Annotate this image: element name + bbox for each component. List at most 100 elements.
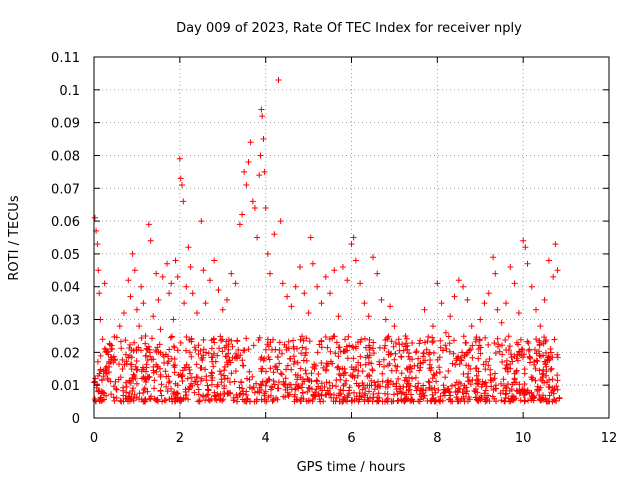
data-point: [155, 296, 162, 303]
data-point: [378, 296, 385, 303]
data-point: [517, 397, 524, 404]
data-point: [326, 336, 333, 343]
data-point: [280, 393, 287, 400]
data-point: [554, 372, 561, 379]
data-point: [132, 363, 139, 370]
data-point: [232, 355, 239, 362]
data-point: [422, 387, 429, 393]
data-point: [370, 254, 376, 261]
data-point: [117, 338, 124, 345]
data-point: [314, 283, 321, 290]
x-tick-label: 2: [176, 431, 184, 446]
data-point: [145, 343, 152, 350]
data-point: [504, 366, 510, 372]
data-point: [326, 379, 333, 386]
data-point: [413, 387, 420, 394]
data-point: [322, 273, 329, 280]
data-point: [398, 390, 405, 397]
data-point: [151, 385, 158, 392]
data-point: [262, 382, 269, 389]
data-point: [440, 382, 447, 389]
data-point: [209, 354, 216, 361]
data-point: [290, 361, 297, 367]
data-point: [526, 346, 533, 353]
data-point: [405, 387, 412, 394]
data-point: [221, 391, 228, 397]
data-point: [302, 367, 309, 374]
data-point: [211, 257, 218, 264]
data-point: [517, 336, 524, 343]
data-point: [182, 388, 189, 395]
data-point: [442, 374, 449, 381]
data-point: [192, 346, 199, 353]
data-point: [512, 395, 519, 402]
data-point: [120, 392, 127, 399]
data-point: [142, 340, 149, 347]
data-point: [320, 364, 327, 371]
data-point: [146, 373, 153, 380]
data-point: [237, 352, 244, 359]
data-point: [113, 334, 120, 341]
data-point: [391, 356, 398, 363]
data-point: [532, 365, 539, 372]
data-point: [477, 316, 484, 323]
data-point: [113, 385, 120, 392]
data-point: [306, 338, 313, 345]
data-point: [140, 386, 147, 393]
data-point: [246, 368, 253, 375]
data-point: [404, 342, 411, 349]
data-point: [416, 340, 423, 347]
data-point: [318, 300, 325, 307]
data-point: [541, 334, 548, 341]
data-point: [359, 380, 366, 387]
data-point: [376, 358, 383, 365]
data-point: [292, 385, 299, 392]
data-point: [550, 273, 557, 280]
data-point: [430, 395, 437, 401]
data-point: [353, 393, 360, 400]
data-point: [333, 339, 340, 346]
data-point: [215, 287, 222, 293]
data-point: [358, 336, 365, 343]
data-point: [384, 384, 391, 391]
data-point: [202, 300, 209, 307]
data-point: [548, 389, 555, 396]
data-point: [485, 341, 492, 348]
data-point: [214, 352, 221, 359]
data-point: [403, 384, 410, 390]
data-point: [460, 333, 467, 340]
data-point: [469, 342, 476, 349]
data-point: [300, 357, 307, 364]
data-point: [366, 336, 373, 343]
data-point: [230, 397, 237, 404]
data-point: [221, 367, 228, 374]
data-point: [283, 366, 290, 373]
data-point: [457, 380, 464, 387]
data-point: [282, 375, 289, 382]
data-point: [176, 155, 183, 162]
data-point: [469, 376, 476, 383]
data-point: [294, 359, 301, 366]
data-point: [349, 397, 356, 404]
data-point: [170, 390, 177, 397]
data-point: [537, 323, 544, 330]
data-point: [424, 338, 431, 345]
data-point: [364, 382, 371, 389]
data-point: [394, 390, 401, 397]
data-point: [278, 371, 285, 378]
data-point: [437, 337, 444, 344]
data-point: [128, 347, 135, 353]
data-point: [483, 397, 490, 404]
data-point: [106, 360, 113, 367]
data-point: [527, 354, 533, 361]
data-point: [409, 375, 416, 382]
data-point: [259, 365, 266, 372]
data-point: [258, 381, 265, 387]
data-point: [96, 370, 103, 377]
data-point: [168, 355, 175, 362]
data-point: [315, 371, 322, 377]
data-point: [390, 343, 397, 350]
data-point: [409, 396, 416, 403]
data-point: [217, 396, 223, 403]
